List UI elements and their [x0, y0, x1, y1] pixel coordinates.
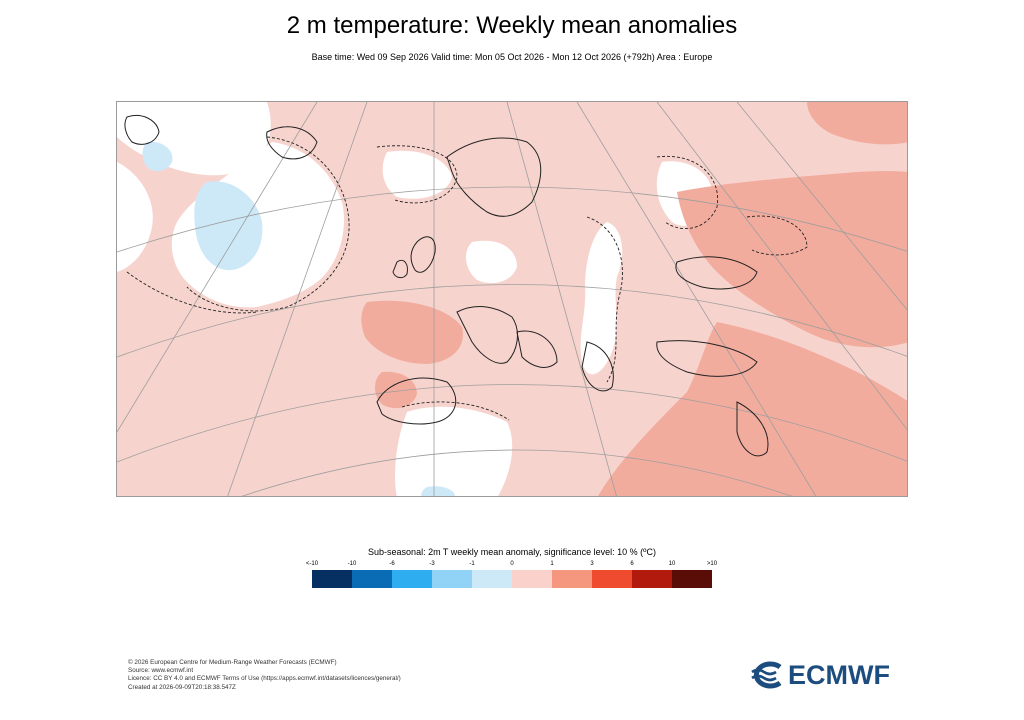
significance-contours — [126, 136, 808, 421]
legend-tick: 1 — [550, 561, 554, 567]
legend-tick: >10 — [706, 561, 718, 567]
legend-ticks: <-10 -10 -6 -3 -1 0 1 3 6 10 >10 — [306, 561, 717, 569]
warm-east — [677, 171, 907, 348]
warm-iberia-south — [374, 371, 417, 409]
cool-sahara-patch — [421, 486, 455, 496]
footer-licence: Licence: CC BY 4.0 and ECMWF Terms of Us… — [128, 675, 401, 683]
legend-tick: -6 — [389, 561, 395, 567]
neutral-west-edge — [117, 162, 153, 272]
legend-color-segment — [592, 570, 632, 588]
cool-greenland-patch — [142, 141, 173, 172]
footer-copyright: © 2026 European Centre for Medium-Range … — [128, 659, 337, 666]
legend-title: Sub-seasonal: 2m T weekly mean anomaly, … — [368, 547, 656, 557]
legend-color-segment — [672, 570, 712, 588]
ecmwf-logo: ECMWF — [748, 660, 890, 690]
warm-middle-east — [598, 322, 907, 496]
legend-tick: -3 — [429, 561, 435, 567]
ecmwf-logo-text: ECMWF — [788, 659, 890, 690]
footer-source: Source: www.ecmwf.int — [128, 667, 194, 675]
warm-north-east — [807, 102, 907, 145]
neutral-balkans — [580, 222, 623, 375]
legend-tick: 0 — [510, 561, 514, 567]
neutral-iceland-sea — [382, 150, 452, 199]
legend-color-segment — [552, 570, 592, 588]
graticule — [117, 102, 907, 496]
warm-iberia-france — [361, 300, 463, 364]
legend-color-segment — [352, 570, 392, 588]
footer-created: Created at 2026-09-09T20:18:38.547Z — [128, 683, 236, 691]
warm-areas — [361, 102, 907, 496]
legend-color-segment — [432, 570, 472, 588]
legend-color-segment — [632, 570, 672, 588]
neutral-north-africa — [395, 406, 513, 496]
legend-color-segment — [312, 570, 352, 588]
coastlines — [124, 115, 769, 457]
legend-tick: 3 — [590, 561, 594, 567]
footer: © 2026 European Centre for Medium-Range … — [128, 659, 401, 692]
legend-tick: <-10 — [305, 561, 319, 567]
ecmwf-logo-icon — [751, 661, 782, 689]
legend-color-segment — [512, 570, 552, 588]
legend-color-segment — [392, 570, 432, 588]
legend-tick: 6 — [630, 561, 634, 567]
legend-color-segment — [472, 570, 512, 588]
neutral-baltic — [465, 240, 517, 284]
legend-tick: -1 — [469, 561, 475, 567]
cool-areas — [142, 141, 455, 496]
chart-title: 2 m temperature: Weekly mean anomalies — [286, 12, 738, 39]
cool-atlantic-patch — [194, 181, 263, 271]
anomaly-map — [116, 101, 908, 497]
chart-subtitle: Base time: Wed 09 Sep 2026 Valid time: M… — [311, 52, 713, 62]
legend-tick: 10 — [668, 561, 676, 567]
legend-colorbar — [312, 570, 712, 588]
legend-tick: -10 — [347, 561, 357, 567]
